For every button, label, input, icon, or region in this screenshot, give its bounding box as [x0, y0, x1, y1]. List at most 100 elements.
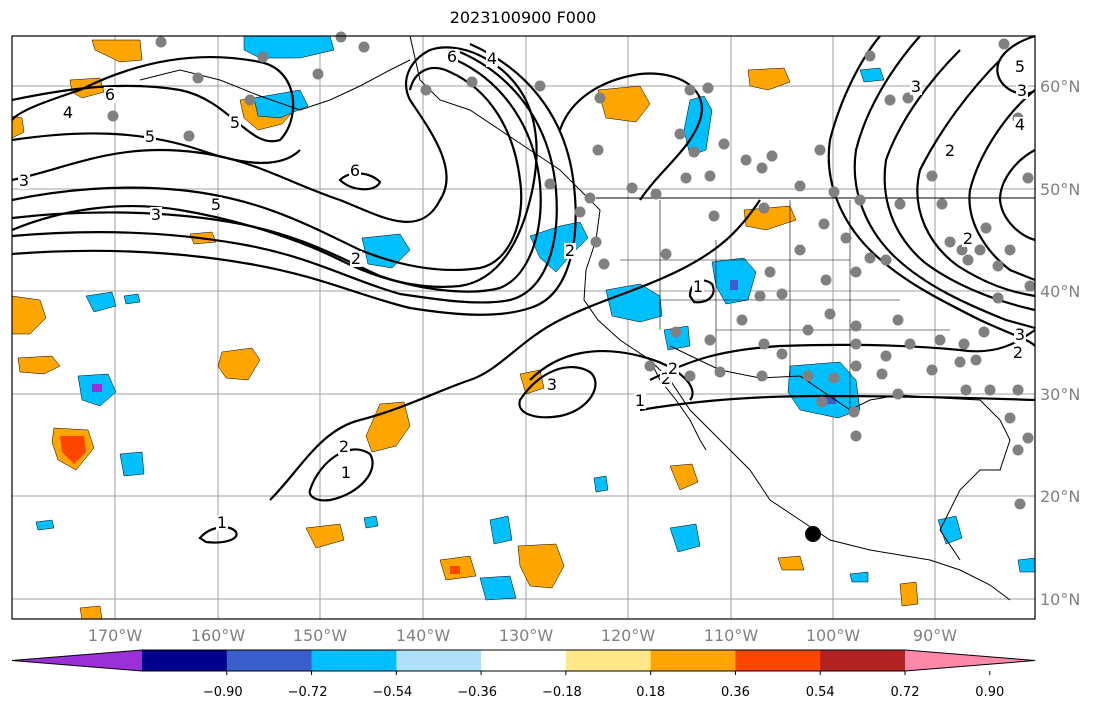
station-dot — [192, 72, 204, 84]
station-dot — [758, 338, 770, 350]
station-dot — [684, 370, 696, 382]
station-dot — [626, 182, 638, 194]
contour-label-background — [62, 105, 74, 121]
station-dot — [992, 260, 1004, 272]
positive-anomaly-patch — [519, 369, 545, 395]
station-dot — [674, 128, 686, 140]
contour-label-background — [1014, 59, 1026, 75]
station-dot — [794, 244, 806, 256]
station-dot — [466, 76, 478, 88]
station-dot — [244, 94, 256, 106]
colorbar-segment — [820, 650, 906, 671]
station-dot — [1012, 444, 1024, 456]
strong-positive-anomaly-patch — [450, 566, 460, 574]
contour-label-background — [18, 173, 30, 189]
station-dot — [776, 348, 788, 360]
negative-anomaly-patch — [35, 519, 55, 531]
colorbar-extend-low — [12, 650, 142, 671]
station-dot — [764, 266, 776, 278]
contour-label-background — [338, 439, 350, 455]
contour-label: 3 — [547, 375, 557, 394]
contour-label-background — [944, 143, 956, 159]
positive-anomaly-patch — [777, 555, 805, 571]
station-dot — [876, 368, 888, 380]
strong-negative-anomaly-patch — [92, 384, 102, 392]
contour-label: 4 — [63, 103, 73, 122]
contour-label: 6 — [105, 85, 115, 104]
positive-anomaly-patch — [17, 355, 61, 375]
station-dot — [1014, 498, 1026, 510]
station-dot — [794, 180, 806, 192]
station-dot — [1004, 412, 1016, 424]
contour-label: 5 — [145, 127, 155, 146]
station-dot — [904, 338, 916, 350]
station-dot — [574, 206, 586, 218]
strong-positive-anomaly-patch — [60, 436, 86, 464]
contour-label-background — [104, 87, 116, 103]
colorbar — [11, 649, 1036, 672]
contour-label-background — [350, 251, 362, 267]
contour-line — [11, 42, 577, 316]
positive-anomaly-patch — [79, 605, 103, 620]
contour-label: 2 — [661, 369, 671, 388]
colorbar-tick-label: −0.72 — [288, 685, 328, 700]
contour-label-background — [667, 361, 679, 377]
station-dot — [934, 334, 946, 346]
station-dot — [660, 248, 672, 260]
negative-anomaly-patch — [669, 523, 701, 553]
station-dot — [848, 406, 860, 418]
station-dot — [1022, 432, 1034, 444]
station-dot — [980, 222, 992, 234]
longitude-label: 100°W — [806, 626, 861, 645]
contour-label-background — [1014, 117, 1026, 133]
station-dot — [824, 308, 836, 320]
station-dot — [420, 84, 432, 96]
colorbar-segment — [142, 650, 228, 671]
station-dot — [984, 384, 996, 396]
station-markers — [107, 31, 1036, 510]
positive-anomaly-patch — [747, 67, 791, 91]
contour-label-background — [910, 79, 922, 95]
longitude-label: 150°W — [293, 626, 348, 645]
positive-anomaly-patch — [899, 581, 919, 607]
station-dot — [257, 51, 269, 63]
negative-anomaly-patch — [85, 291, 117, 313]
station-dot — [850, 430, 862, 442]
contour-line — [853, 35, 1036, 330]
station-dot — [718, 138, 730, 150]
station-dot — [828, 186, 840, 198]
contour-line — [639, 394, 1036, 412]
station-dot — [714, 366, 726, 378]
station-dot — [590, 236, 602, 248]
colorbar-tick-label: −0.54 — [372, 685, 412, 700]
map-title: 2023100900 F000 — [449, 8, 597, 27]
station-dot — [756, 162, 768, 174]
station-dot — [956, 244, 968, 256]
alaska-coastline — [139, 59, 411, 111]
contour-line — [916, 59, 1036, 298]
longitude-label: 140°W — [396, 626, 451, 645]
longitude-label: 160°W — [191, 626, 246, 645]
contour-label: 6 — [350, 161, 360, 180]
colorbar-segment — [565, 650, 652, 671]
strong-negative-anomaly-patch — [826, 396, 836, 404]
station-dot — [958, 338, 970, 350]
positive-anomaly-patch — [597, 85, 651, 123]
colorbar-tick-label: 0.90 — [975, 685, 1004, 700]
contour-line — [198, 526, 238, 544]
colorbar-tick-label: 0.18 — [636, 685, 665, 700]
colorbar-extend-high — [905, 650, 1035, 671]
colorbar-segment — [226, 650, 313, 671]
station-dot — [854, 194, 866, 206]
contour-label: 2 — [668, 359, 678, 378]
station-dot — [944, 236, 956, 248]
station-dot — [864, 252, 876, 264]
negative-anomaly-patch — [489, 515, 513, 545]
station-dot — [644, 360, 656, 372]
negative-anomaly-patch — [859, 67, 885, 83]
station-dot — [358, 41, 370, 53]
latitude-label: 40°N — [1040, 282, 1080, 301]
latitude-labels: 60°N 50°N 40°N 30°N 20°N 10°N — [1040, 77, 1080, 609]
